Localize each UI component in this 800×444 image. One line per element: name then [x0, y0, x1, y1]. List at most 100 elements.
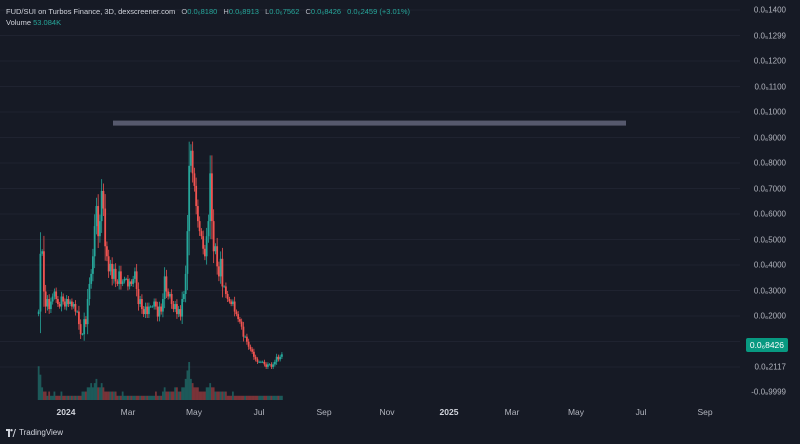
candle-body: [44, 291, 47, 307]
volume-bar: [228, 395, 231, 400]
x-tick-label: Mar: [120, 407, 136, 417]
volume-bar: [247, 395, 250, 400]
candle-body: [198, 221, 201, 232]
candle-body: [240, 321, 243, 327]
candle-body: [200, 231, 203, 237]
volume-bar: [272, 395, 275, 400]
volume-bar: [158, 395, 161, 400]
candle-body: [132, 278, 135, 284]
volume-bar: [221, 391, 224, 400]
candle-body: [72, 304, 75, 307]
candle-body: [86, 299, 89, 325]
volume-bar: [50, 395, 52, 400]
candle-body: [268, 364, 271, 366]
volume-bar: [72, 395, 75, 400]
candle-body: [55, 291, 58, 300]
volume-label[interactable]: Volume: [6, 18, 32, 27]
volume-bar: [90, 383, 93, 400]
volume-bar: [79, 395, 82, 400]
volume-bar: [60, 391, 63, 400]
volume-value: 53.084K: [33, 18, 62, 27]
volume-bar: [218, 391, 220, 400]
candle-body: [121, 281, 124, 284]
candle-body: [232, 301, 234, 305]
volume-bar: [57, 395, 59, 400]
volume-bar: [183, 387, 185, 400]
candle-body: [230, 301, 233, 305]
candle-body: [118, 271, 121, 284]
candle-body: [177, 309, 180, 315]
price-axis[interactable]: 0.0₅1400 0.0₅1299 0.0₅1200 0.0₅1100 0.0₅…: [740, 0, 800, 405]
volume-bar: [274, 395, 276, 400]
candle-body: [179, 309, 182, 317]
volume-bar: [106, 391, 108, 400]
candle-body: [41, 251, 44, 254]
volume-bar: [219, 391, 222, 400]
candle-body: [183, 293, 185, 300]
y-tick-label: 0.0₅1000: [753, 107, 786, 117]
candle-body: [107, 256, 110, 272]
volume-bar: [270, 395, 273, 400]
close-value: 0.0₆8426: [310, 7, 342, 16]
candle-body: [281, 354, 283, 357]
candle-body: [111, 263, 114, 279]
candle-body: [274, 361, 276, 365]
candle-body: [244, 336, 247, 338]
open-label: O: [181, 7, 188, 16]
volume-bar: [214, 391, 217, 400]
candle-body: [216, 246, 219, 267]
candlestick-plot[interactable]: [0, 0, 740, 405]
candle-body: [51, 296, 54, 302]
candle-body: [191, 150, 194, 174]
candle-body: [233, 301, 236, 312]
candle-body: [212, 221, 215, 252]
candle-body: [48, 299, 51, 310]
high-label: H: [223, 7, 229, 16]
volume-bar: [230, 395, 233, 400]
low-value: 0.0₆7562: [269, 7, 300, 16]
volume-bar: [261, 395, 264, 400]
volume-bar: [69, 395, 72, 400]
volume-bar: [242, 395, 245, 400]
volume-bar: [244, 395, 247, 400]
volume-bar: [37, 366, 40, 400]
volume-bar: [134, 395, 136, 400]
y-tick-label: 0.0₅1200: [753, 56, 786, 66]
support-level-line[interactable]: [113, 120, 626, 126]
volume-bar: [128, 395, 131, 400]
volume-bar: [121, 391, 124, 400]
change-value: 0.0₆2459 (+3.01%): [347, 7, 411, 16]
candle-body: [88, 283, 91, 300]
volume-bar: [95, 378, 98, 400]
candle-body: [46, 299, 49, 307]
volume-bar: [216, 391, 219, 400]
candle-body: [156, 306, 159, 317]
volume-bar: [46, 395, 49, 400]
volume-bar: [179, 391, 182, 400]
candle-body: [223, 286, 226, 288]
candle-body: [176, 304, 178, 315]
y-tick-label: -0.0₉9999: [751, 387, 786, 397]
candle-body: [165, 276, 168, 292]
symbol-title[interactable]: FUD/SUI on Turbos Finance, 3D, dexscreen…: [6, 7, 176, 16]
candle-body: [69, 301, 72, 305]
volume-bar: [170, 391, 173, 400]
candle-body: [142, 309, 145, 315]
tradingview-logo[interactable]: TradingView: [6, 428, 63, 437]
y-tick-label: 0.0₆5000: [753, 235, 786, 245]
candle-body: [163, 276, 166, 300]
volume-bar: [146, 395, 149, 400]
x-tick-label: 2025: [439, 407, 459, 417]
volume-bar: [163, 387, 166, 400]
candle-body: [226, 293, 229, 300]
volume-bar: [186, 370, 189, 400]
candle-body: [267, 364, 269, 367]
volume-bar: [239, 395, 241, 400]
candle-body: [237, 314, 240, 320]
candle-body: [76, 311, 79, 313]
volume-bar: [167, 391, 170, 400]
candle-body: [186, 231, 189, 274]
candle-body: [211, 173, 213, 222]
candle-body: [57, 299, 59, 305]
